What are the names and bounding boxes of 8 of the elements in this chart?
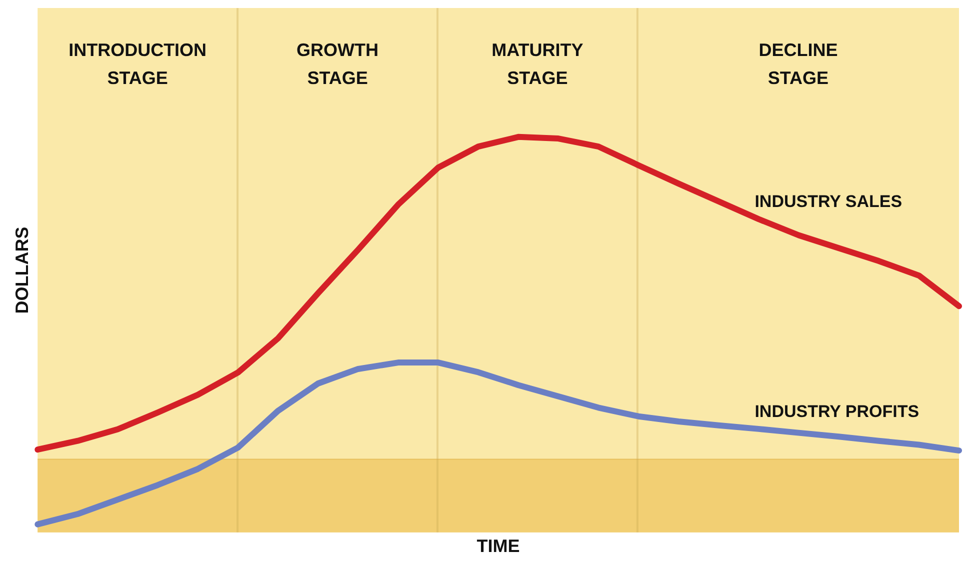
text: INTRODUCTION STAGE: [68, 40, 207, 88]
x-axis-title: TIME: [476, 536, 520, 556]
y-axis-title: DOLLARS: [12, 226, 32, 314]
text: MATURITY STAGE: [492, 40, 584, 88]
series-label: INDUSTRY SALES: [754, 192, 902, 212]
text: DECLINE STAGE: [758, 40, 838, 88]
series-label: INDUSTRY PROFITS: [754, 402, 920, 421]
text: GROWTH STAGE: [296, 40, 379, 88]
